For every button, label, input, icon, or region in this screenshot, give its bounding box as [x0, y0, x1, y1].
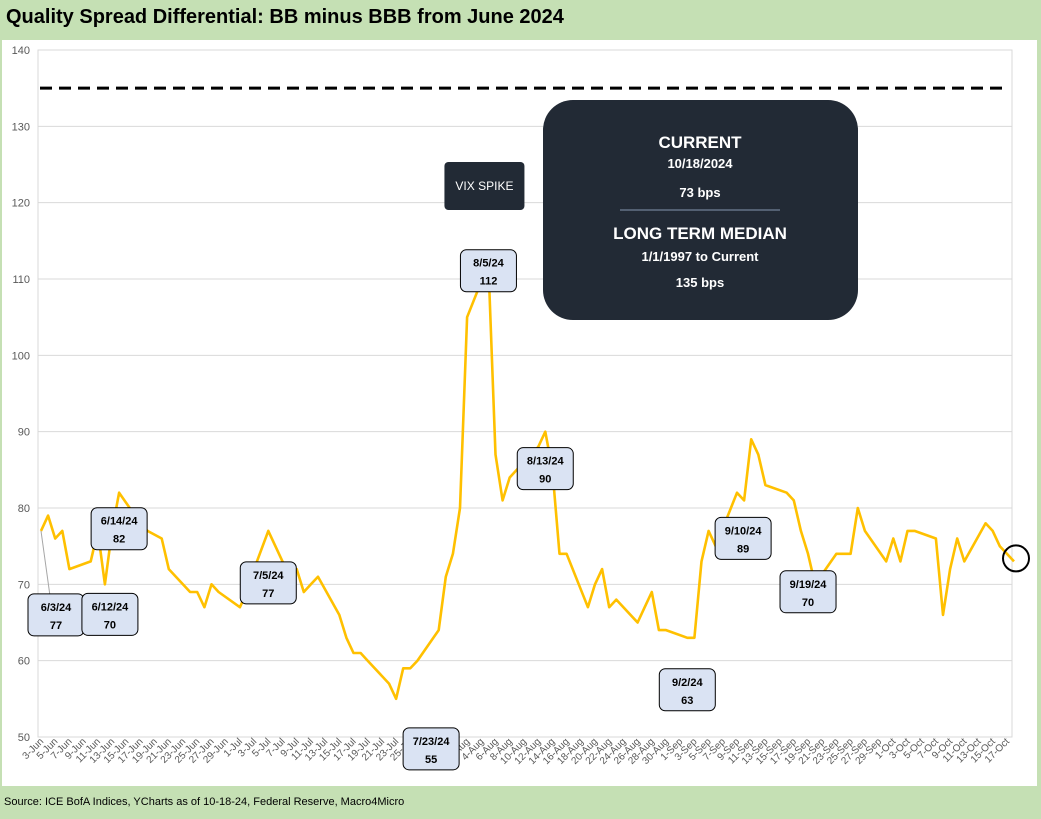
- callout-sep-2-value: 63: [681, 695, 693, 707]
- callout-sep-19: 9/19/24 70: [779, 570, 837, 614]
- callout-jun-14-date: 6/14/24: [101, 516, 139, 528]
- callout-sep-10: 9/10/24 89: [714, 516, 772, 560]
- callout-aug-13: 8/13/24 90: [516, 447, 574, 491]
- callout-aug-5-value: 112: [480, 276, 498, 288]
- y-tick-label: 120: [12, 198, 30, 210]
- source-note: Source: ICE BofA Indices, YCharts as of …: [4, 796, 405, 808]
- series-line: [39, 262, 1015, 701]
- vix-spike-box: [444, 162, 525, 210]
- info-current-heading: CURRENT: [658, 133, 742, 152]
- callout-aug-13-date: 8/13/24: [527, 456, 565, 468]
- plot-area: 50 60 70 80 90 100 110 120 130 140 3-Jun 5-Jun 7-Jun…: [2, 40, 1037, 786]
- callout-aug-5-date: 8/5/24: [473, 258, 504, 270]
- chart-svg: 50607080901001101201301403-Jun5-Jun7-Jun…: [12, 45, 1030, 771]
- callout-jun-3-value: 77: [50, 620, 62, 632]
- callout-jul-5: 7/5/24 77: [239, 561, 297, 605]
- callout-jun-14-box: [90, 507, 148, 551]
- callout-jun-3: 6/3/24 77: [27, 593, 85, 637]
- callout-jun-3-date: 6/3/24: [41, 602, 72, 614]
- callout-jun-12: 6/12/24 70: [81, 592, 139, 636]
- callout-aug-5: 8/5/24 112: [459, 249, 517, 293]
- callout-jul-23-date: 7/23/24: [413, 736, 451, 748]
- info-median-range: 1/1/1997 to Current: [641, 249, 759, 264]
- info-median-value: 135 bps: [676, 275, 724, 290]
- callout-jul-5-value: 77: [262, 588, 274, 600]
- callout-aug-13-box: [516, 447, 574, 491]
- callout-sep-19-date: 9/19/24: [790, 579, 828, 591]
- callout-sep-19-box: [779, 570, 837, 614]
- y-tick-label: 100: [12, 350, 30, 362]
- callout-jul-23: 7/23/24 55: [402, 727, 460, 771]
- callout-sep-2-date: 9/2/24: [672, 677, 703, 689]
- callout-jun-12-box: [81, 592, 139, 636]
- callout-jun-3-leader: [40, 530, 51, 596]
- callout-jun-12-value: 70: [104, 619, 116, 631]
- callout-jul-5-date: 7/5/24: [253, 570, 284, 582]
- vix-spike-text: VIX SPIKE: [455, 179, 513, 193]
- callout-sep-10-value: 89: [737, 543, 749, 555]
- callout-sep-19-value: 70: [802, 597, 814, 609]
- info-current-date: 10/18/2024: [667, 156, 733, 171]
- y-tick-label: 140: [12, 45, 30, 57]
- callout-aug-13-value: 90: [539, 474, 551, 486]
- plot-border: [37, 49, 1013, 738]
- callout-jun-14: 6/14/24 82: [90, 507, 148, 551]
- callout-sep-2-box: [658, 668, 716, 712]
- callout-sep-2: 9/2/24 63: [658, 668, 716, 712]
- current-marker-circle: [1002, 544, 1030, 573]
- callout-jun-12-date: 6/12/24: [92, 601, 130, 613]
- y-tick-label: 70: [18, 579, 30, 591]
- callout-jul-5-box: [239, 561, 297, 605]
- y-tick-label: 60: [18, 656, 30, 668]
- callout-sep-10-box: [714, 516, 772, 560]
- y-tick-label: 80: [18, 503, 30, 515]
- callout-jun-14-value: 82: [113, 534, 125, 546]
- chart-title: Quality Spread Differential: BB minus BB…: [6, 6, 564, 28]
- vix-spike-label: VIX SPIKE: [444, 162, 525, 210]
- callout-sep-10-date: 9/10/24: [725, 525, 763, 537]
- info-box: CURRENT 10/18/2024 73 bps LONG TERM MEDIAN 1…: [543, 100, 858, 320]
- info-current-value: 73 bps: [679, 185, 720, 200]
- y-tick-label: 50: [18, 732, 30, 744]
- y-tick-label: 130: [12, 121, 30, 133]
- callout-jul-23-value: 55: [425, 754, 437, 766]
- y-tick-label: 110: [12, 274, 30, 286]
- y-tick-label: 90: [18, 427, 30, 439]
- callout-jul-23-box: [402, 727, 460, 771]
- callout-aug-5-box: [459, 249, 517, 293]
- info-median-heading: LONG TERM MEDIAN: [613, 224, 787, 243]
